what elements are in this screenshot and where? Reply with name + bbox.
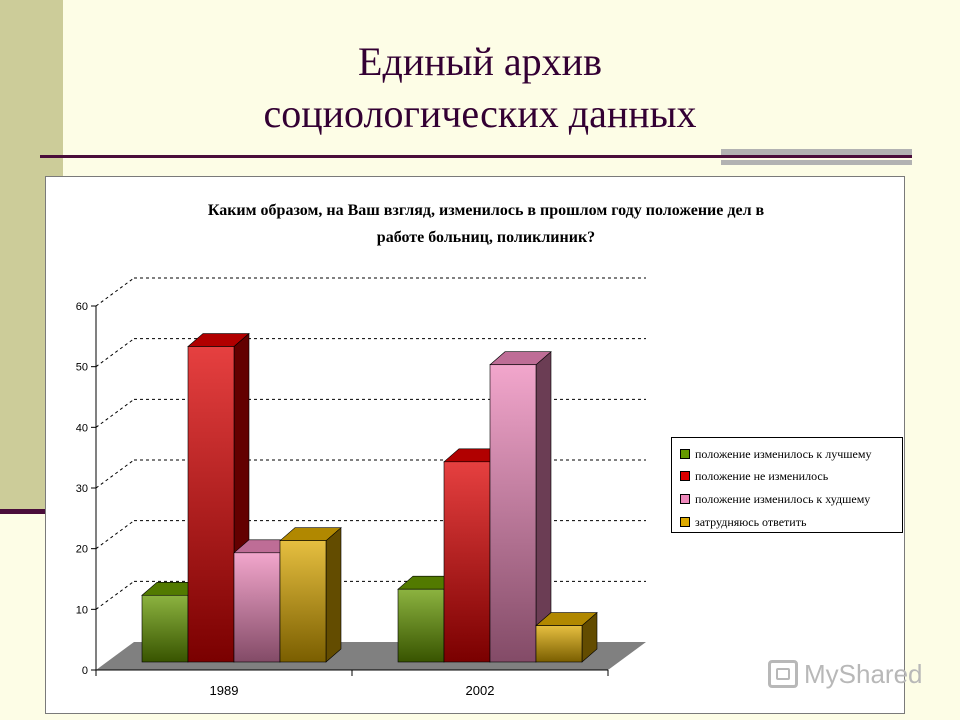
legend-item-worse: положение изменилось к худшему [680, 491, 870, 507]
legend-label-undecided: затрудняюсь ответить [695, 515, 807, 529]
chart-title: Каким образом, на Ваш взгляд, изменилось… [136, 197, 836, 251]
legend-swatch-undecided [680, 517, 690, 528]
y-tick-label-3: 30 [76, 483, 88, 495]
bar-2002-1 [443, 461, 491, 663]
y-tick-label-6: 60 [76, 301, 88, 313]
grid-diagonal-2 [95, 520, 135, 550]
slide-title-line-2: социологических данных [263, 91, 697, 136]
bar-2002-3 [535, 625, 583, 663]
title-accent-bar [721, 149, 912, 158]
myshared-logo-icon [768, 660, 798, 688]
y-tick-label-4: 40 [76, 422, 88, 434]
legend-label-worse: положение изменилось к худшему [695, 492, 871, 506]
grid-diagonal-3 [95, 459, 135, 489]
bar-1989-3 [279, 540, 327, 663]
legend-label-better: положение изменилось к лучшему [695, 447, 872, 461]
legend-swatch-better [680, 449, 690, 460]
slide-title-line-1: Единый архив [358, 39, 602, 84]
title-accent-bar-lower [721, 160, 912, 165]
chart-legend: положение изменилось к лучшему положение… [671, 437, 903, 533]
side-band-underline [0, 509, 45, 514]
watermark-text: MyShared [804, 658, 923, 689]
y-tick-label-0: 0 [82, 665, 88, 677]
bar-side-1989-3 [325, 527, 342, 663]
grid-diagonal-5 [95, 338, 135, 368]
bar-1989-2 [233, 552, 281, 663]
slide-title: Единый архив социологических данных [150, 36, 810, 140]
x-tick-label-2002: 2002 [466, 683, 495, 698]
legend-item-better: положение изменилось к лучшему [680, 446, 871, 462]
bar-2002-2 [489, 364, 537, 663]
legend-label-unchanged: положение не изменилось [695, 469, 829, 483]
legend-item-unchanged: положение не изменилось [680, 468, 828, 484]
title-underline [40, 155, 912, 158]
x-tick-label-1989: 1989 [210, 683, 239, 698]
watermark: MyShared [768, 656, 923, 692]
legend-item-undecided: затрудняюсь ответить [680, 514, 806, 530]
y-tick-label-1: 10 [76, 604, 88, 616]
y-tick-label-2: 20 [76, 544, 88, 556]
grid-diagonal-1 [95, 580, 135, 610]
legend-swatch-worse [680, 494, 690, 505]
grid-diagonal-4 [95, 398, 135, 428]
chart-title-line-2: работе больниц, поликлиник? [376, 229, 596, 246]
bar-1989-0 [141, 594, 189, 663]
bar-chart: 0 10 20 30 40 50 60 1989 2002 [76, 277, 646, 698]
chart-frame: Каким образом, на Ваш взгляд, изменилось… [45, 176, 905, 714]
y-tick-label-5: 50 [76, 362, 88, 374]
legend-swatch-unchanged [680, 471, 690, 482]
bar-2002-0 [397, 588, 445, 663]
chart-title-line-1: Каким образом, на Ваш взгляд, изменилось… [207, 202, 765, 219]
bar-1989-1 [187, 346, 235, 663]
grid-diagonal-6 [95, 277, 135, 307]
